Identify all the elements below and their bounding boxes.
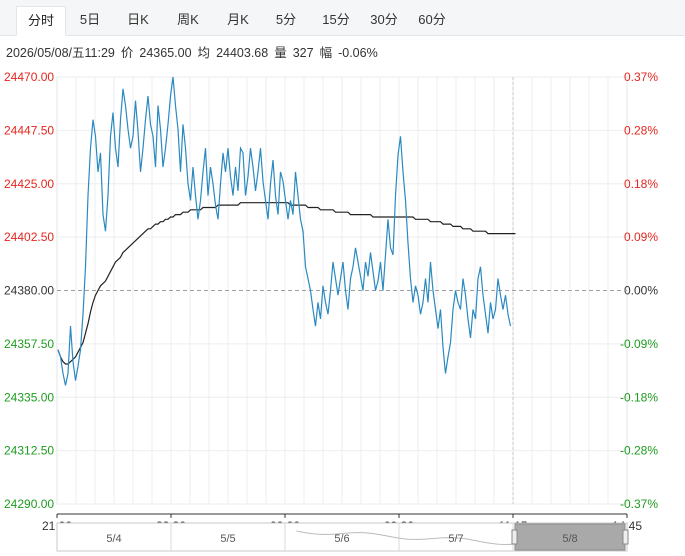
price-tick-label: 24470.00 [4, 70, 54, 84]
percent-tick-label: -0.18% [620, 390, 658, 404]
price-tick-label: 24380.00 [4, 284, 54, 298]
volume-value: 327 [292, 46, 314, 60]
price-tick-label: 24335.00 [4, 390, 54, 404]
percent-tick-label: 0.00% [624, 284, 658, 298]
tab-60-min[interactable]: 60分 [418, 12, 446, 27]
navigator-selection [514, 523, 626, 551]
average-price-line [57, 202, 516, 365]
tab-weekly-k[interactable]: 周K [177, 12, 199, 27]
avg-value: 24403.68 [216, 46, 269, 60]
tab-intraday[interactable]: 分时 [16, 6, 66, 36]
price-tick-label: 24290.00 [4, 497, 54, 511]
price-tick-label: 24312.50 [4, 444, 54, 458]
navigator-left-handle [511, 529, 518, 545]
price-axis: 24470.00 24447.50 24425.00 24402.50 24380.00… [4, 70, 54, 511]
navigator-mini-line [296, 530, 514, 546]
price-tick-label: 24357.50 [4, 337, 54, 351]
navigator-date-label: 5/5 [220, 533, 235, 545]
tab-5-min[interactable]: 5分 [275, 12, 297, 27]
percent-tick-label: 0.37% [624, 70, 658, 84]
navigator-right-handle [622, 529, 629, 545]
price-tick-label: 24447.50 [4, 123, 54, 137]
percent-axis: 0.37% 0.28% 0.18% 0.09% 0.00% -0.09% -0.18% -0.… [620, 70, 658, 511]
navigator-date-label: 5/4 [106, 533, 121, 545]
percent-tick-label: -0.37% [620, 497, 658, 511]
period-tab-bar: 分时 5日 日K 周K 月K 5分 15分 30分 60分 [0, 0, 685, 36]
tab-monthly-k[interactable]: 月K [227, 12, 249, 27]
percent-tick-label: 0.18% [624, 177, 658, 191]
tab-5-day[interactable]: 5日 [79, 12, 101, 27]
range-navigator[interactable]: 5/4 5/5 5/6 5/7 5/8 [56, 522, 629, 552]
percent-tick-label: -0.09% [620, 337, 658, 351]
quote-datetime: 2026/05/08/五11:29 [6, 46, 115, 60]
tab-daily-k[interactable]: 日K [127, 12, 149, 27]
price-tick-label: 24402.50 [4, 230, 54, 244]
tab-30-min[interactable]: 30分 [370, 12, 398, 27]
navigator-date-label: 5/8 [562, 533, 577, 545]
percent-tick-label: 0.28% [624, 123, 658, 137]
percent-tick-label: 0.09% [624, 230, 658, 244]
change-value: -0.06% [338, 46, 378, 60]
price-line [57, 76, 512, 386]
navigator-date-label: 5/6 [334, 533, 349, 545]
change-label: 幅 [319, 46, 333, 60]
price-value: 24365.00 [139, 46, 192, 60]
percent-tick-label: -0.28% [620, 444, 658, 458]
avg-label: 均 [197, 46, 211, 60]
volume-label: 量 [274, 46, 287, 60]
price-label: 价 [120, 46, 134, 60]
quote-info-bar: 2026/05/08/五11:29 价 24365.00 均 24403.68 量 327 幅… [6, 42, 384, 61]
navigator-date-label: 5/7 [448, 533, 463, 545]
tab-15-min[interactable]: 15分 [322, 12, 350, 27]
price-tick-label: 24425.00 [4, 177, 54, 191]
